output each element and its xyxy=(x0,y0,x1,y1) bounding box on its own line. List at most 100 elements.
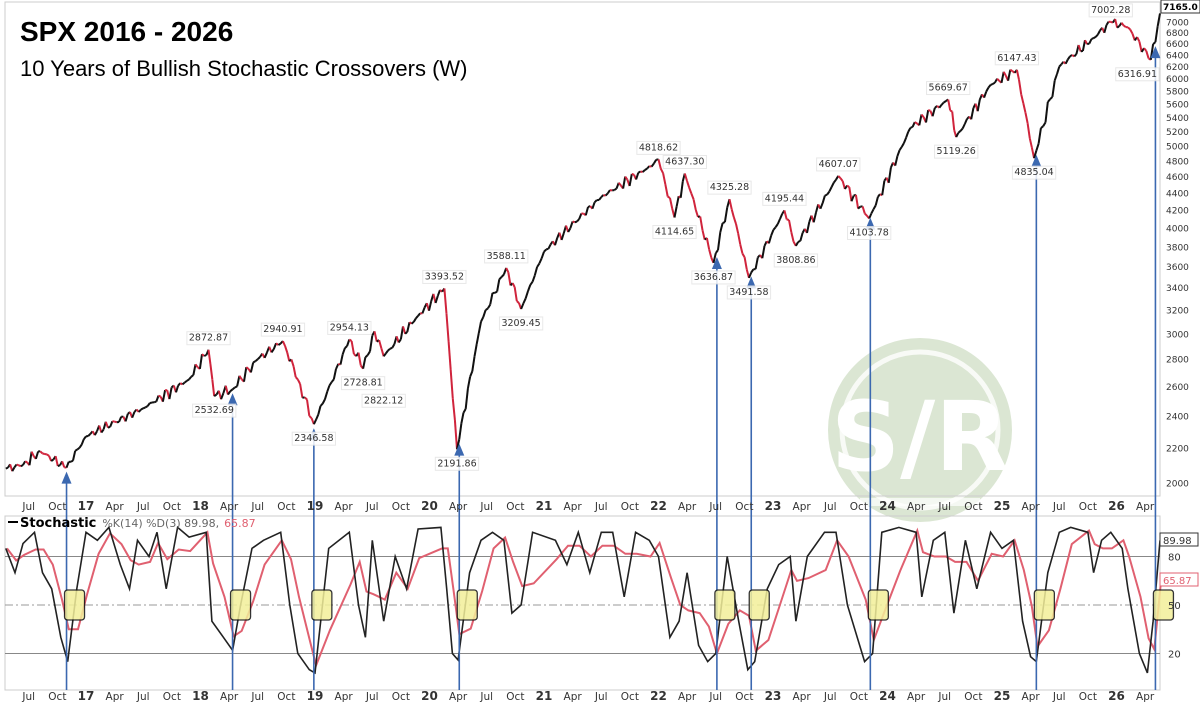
x-axis-tick: Apr xyxy=(335,501,354,513)
price-segment xyxy=(821,195,826,204)
price-axis-tick: 5000 xyxy=(1166,142,1189,152)
price-segment xyxy=(1056,66,1061,75)
price-segment xyxy=(1071,54,1075,58)
price-segment xyxy=(505,267,510,273)
price-segment xyxy=(673,206,678,218)
price-segment xyxy=(992,81,996,85)
price-segment xyxy=(918,114,923,126)
price-segment xyxy=(1081,40,1086,52)
x-axis-tick: Apr xyxy=(1022,501,1041,513)
price-segment xyxy=(138,408,142,413)
pivot-label: 4325.28 xyxy=(710,182,749,193)
price-segment xyxy=(131,411,136,419)
price-segment xyxy=(1129,29,1134,35)
price-segment xyxy=(387,347,391,352)
price-segment xyxy=(1000,71,1005,83)
price-segment xyxy=(220,392,225,400)
x-axis-tick: Apr xyxy=(793,691,812,703)
price-segment xyxy=(28,451,33,466)
price-axis-tick: 3800 xyxy=(1166,243,1189,253)
price-segment xyxy=(487,304,492,309)
price-segment xyxy=(34,451,40,460)
price-segment xyxy=(104,421,109,429)
signal-arrow-head-icon xyxy=(454,443,465,456)
price-panel-frame xyxy=(4,1,1161,497)
price-axis-tick: 3600 xyxy=(1166,263,1189,273)
pivot-label: 5119.26 xyxy=(937,146,976,157)
price-segment xyxy=(445,313,450,342)
x-axis-tick: 21 xyxy=(536,499,553,513)
price-segment xyxy=(931,107,936,117)
price-segment xyxy=(538,257,543,264)
price-segment xyxy=(406,321,411,333)
price-segment xyxy=(907,127,912,133)
crossover-highlight-box xyxy=(867,589,889,621)
price-segment xyxy=(951,111,956,131)
price-segment xyxy=(824,193,828,197)
price-segment xyxy=(839,177,844,182)
x-axis-tick: Oct xyxy=(392,691,410,703)
signal-markers xyxy=(61,46,1175,690)
x-axis-tick: 25 xyxy=(994,689,1011,703)
price-segment xyxy=(1022,102,1027,114)
price-axis-tick: 2400 xyxy=(1166,412,1189,422)
price-segment xyxy=(1018,79,1023,95)
price-segment xyxy=(996,77,1001,82)
price-segment xyxy=(50,458,54,462)
price-segment xyxy=(669,197,674,209)
price-segment xyxy=(864,212,868,217)
price-segment xyxy=(861,206,866,214)
price-segment xyxy=(65,461,70,469)
x-axis-tick: Apr xyxy=(449,501,468,513)
x-axis-tick: 17 xyxy=(78,499,95,513)
price-segment xyxy=(812,212,817,223)
price-segment xyxy=(57,464,61,467)
price-segment xyxy=(1042,121,1047,127)
price-segment xyxy=(74,448,78,452)
x-axis-tick: Apr xyxy=(1136,691,1155,703)
price-segment xyxy=(572,220,576,224)
x-axis-tick: Oct xyxy=(277,501,295,513)
price-segment xyxy=(1073,53,1078,58)
x-axis-tick: Apr xyxy=(106,501,125,513)
pivot-label: 3636.87 xyxy=(694,272,733,283)
stochastic-legend-d-value: 65.87 xyxy=(224,517,256,530)
x-axis-tick: Oct xyxy=(964,691,982,703)
price-segment xyxy=(296,378,301,385)
price-axis-tick: 6400 xyxy=(1166,51,1189,61)
price-segment xyxy=(587,205,591,208)
price-segment xyxy=(346,339,351,347)
price-segment xyxy=(554,237,559,246)
pivot-label-box xyxy=(361,393,406,408)
price-segment xyxy=(207,349,212,365)
price-segment xyxy=(319,402,324,407)
d-last-label: 65.87 xyxy=(1163,576,1192,587)
price-axis-tick: 2000 xyxy=(1166,480,1189,490)
price-segment xyxy=(410,321,415,325)
pivot-label: 4637.30 xyxy=(665,157,704,168)
x-axis-tick: Jul xyxy=(1052,691,1066,703)
price-segment xyxy=(516,300,520,304)
x-axis-tick: Jul xyxy=(594,501,608,513)
price-segment xyxy=(458,423,463,440)
price-axis-tick: 2800 xyxy=(1166,356,1189,366)
price-segment xyxy=(149,401,153,405)
watermark-subtext xyxy=(860,498,980,506)
price-segment xyxy=(315,414,320,420)
pivot-label: 3209.45 xyxy=(501,318,540,329)
pivot-label: 3491.58 xyxy=(729,287,768,298)
price-segment xyxy=(335,363,340,370)
pivot-label-box xyxy=(327,320,372,335)
price-segment xyxy=(443,288,448,314)
price-segment xyxy=(1058,63,1063,68)
price-segment xyxy=(902,137,908,144)
pivot-label-box xyxy=(662,155,707,170)
price-segment xyxy=(624,176,629,181)
price-segment xyxy=(600,194,605,198)
price-segment xyxy=(415,315,419,319)
price-segment xyxy=(362,357,367,369)
price-segment xyxy=(364,354,369,358)
pivot-label-box xyxy=(707,180,752,195)
price-segment xyxy=(357,352,362,366)
signal-arrow-head-icon xyxy=(61,471,72,484)
